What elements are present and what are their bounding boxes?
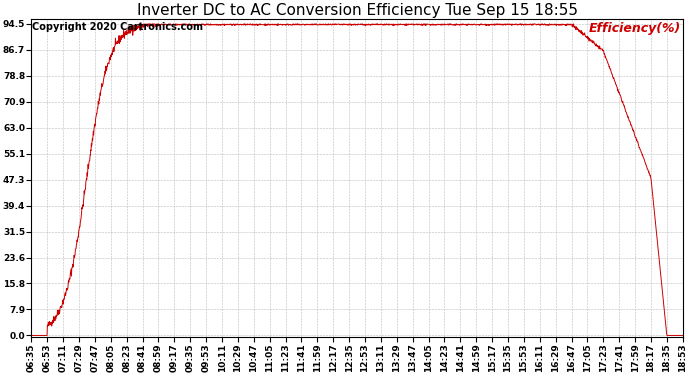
Title: Inverter DC to AC Conversion Efficiency Tue Sep 15 18:55: Inverter DC to AC Conversion Efficiency … bbox=[137, 3, 578, 18]
Text: Copyright 2020 Cartronics.com: Copyright 2020 Cartronics.com bbox=[32, 22, 203, 32]
Text: Efficiency(%): Efficiency(%) bbox=[589, 22, 682, 35]
